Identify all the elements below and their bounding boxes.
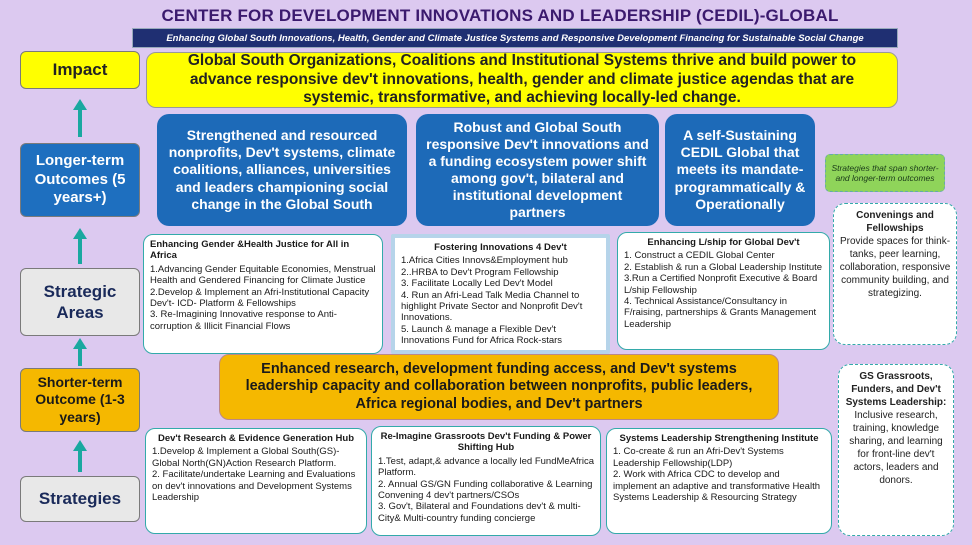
arrow-up-icon: [73, 99, 87, 137]
list-item: 4. Run an Afri-Lead Talk Media Channel t…: [401, 289, 583, 324]
side-box-text: Provide spaces for think-tanks, peer lea…: [839, 236, 951, 299]
list-item: 2..HRBA to Dev't Program Fellowship: [401, 266, 559, 278]
arrow-up-icon: [73, 440, 87, 472]
list-item: 3.Run a Certified Nonprofit Executive & …: [624, 273, 818, 296]
impact-statement: Global South Organizations, Coalitions a…: [146, 52, 898, 108]
list-item: 5. Launch & manage a Flexible Dev't Inno…: [401, 323, 563, 347]
list-item: 2.Develop & Implement an Afri-Institutio…: [150, 286, 370, 309]
strategic-area-1: Enhancing Gender &Health Justice for All…: [143, 234, 383, 354]
strategy-1: Dev't Research & Evidence Generation Hub…: [145, 428, 367, 534]
strategic-area-2: Fostering Innovations 4 Dev't 1.Africa C…: [391, 234, 610, 354]
side-box-title: Convenings and Fellowships: [856, 210, 934, 234]
side-box-grassroots: GS Grassroots, Funders, and Dev't System…: [838, 364, 954, 536]
level-strategies: Strategies: [20, 476, 140, 522]
side-box-text: Inclusive research, training, knowledge …: [849, 410, 943, 486]
arrow-up-icon: [73, 228, 87, 264]
level-impact: Impact: [20, 51, 140, 89]
strategic-area-title: Enhancing L/ship for Global Dev't: [647, 237, 800, 248]
list-item: 2. Annual GS/GN Funding collaborative & …: [378, 478, 593, 501]
list-item: 2. Establish & run a Global Leadership I…: [624, 261, 823, 273]
list-item: 1. Construct a CEDIL Global Center: [624, 250, 775, 262]
list-item: 3. Re-Imagining Innovative response to A…: [150, 309, 337, 332]
list-item: 2. Work with Africa CDC to develop and i…: [613, 469, 821, 503]
longer-term-outcome-2: Robust and Global South responsive Dev't…: [416, 114, 659, 226]
shorter-term-outcome: Enhanced research, development funding a…: [219, 354, 779, 420]
strategy-title: Dev't Research & Evidence Generation Hub: [157, 433, 355, 444]
span-strategies-tag: Strategies that span shorter- and longer…: [825, 154, 945, 192]
side-box-title: GS Grassroots, Funders, and Dev't System…: [845, 371, 947, 408]
page-subtitle: Enhancing Global South Innovations, Heal…: [132, 28, 898, 48]
list-item: 1. Co-create & run an Afri-Dev't Systems…: [613, 446, 784, 469]
strategy-title: Re-Imagine Grassroots Dev't Funding & Po…: [380, 431, 592, 454]
level-shorter-term: Shorter-term Outcome (1-3 years): [20, 368, 140, 432]
strategic-area-title: Enhancing Gender &Health Justice for All…: [150, 239, 350, 262]
list-item: 1.Advancing Gender Equitable Economies, …: [150, 263, 376, 287]
list-item: 3. Gov't, Bilateral and Foundations dev'…: [378, 501, 581, 524]
page-title: CENTER FOR DEVELOPMENT INNOVATIONS AND L…: [161, 6, 839, 25]
list-item: 3. Facilitate Locally Led Dev't Model: [401, 278, 553, 290]
side-box-convenings: Convenings and Fellowships Provide space…: [833, 203, 957, 345]
strategic-area-3: Enhancing L/ship for Global Dev't 1. Con…: [617, 232, 830, 350]
strategy-title: Systems Leadership Strengthening Institu…: [619, 433, 819, 444]
strategy-3: Systems Leadership Strengthening Institu…: [606, 428, 832, 534]
arrow-up-icon: [73, 338, 87, 366]
longer-term-outcome-1: Strengthened and resourced nonprofits, D…: [157, 114, 407, 226]
list-item: 2. Facilitate/undertake Learning and Eva…: [152, 469, 356, 503]
strategic-area-title: Fostering Innovations 4 Dev't: [434, 242, 567, 253]
list-item: 1.Develop & Implement a Global South(GS)…: [152, 446, 340, 469]
list-item: 1.Africa Cities Innovs&Employment hub: [401, 255, 568, 267]
list-item: 1.Test, adapt,& advance a locally led Fu…: [378, 455, 594, 479]
level-strategic-areas: Strategic Areas: [20, 268, 140, 336]
longer-term-outcome-3: A self-Sustaining CEDIL Global that meet…: [665, 114, 815, 226]
list-item: 4. Technical Assistance/Consultancy in F…: [624, 295, 817, 330]
level-longer-term: Longer-term Outcomes (5 years+): [20, 143, 140, 217]
strategy-2: Re-Imagine Grassroots Dev't Funding & Po…: [371, 426, 601, 536]
